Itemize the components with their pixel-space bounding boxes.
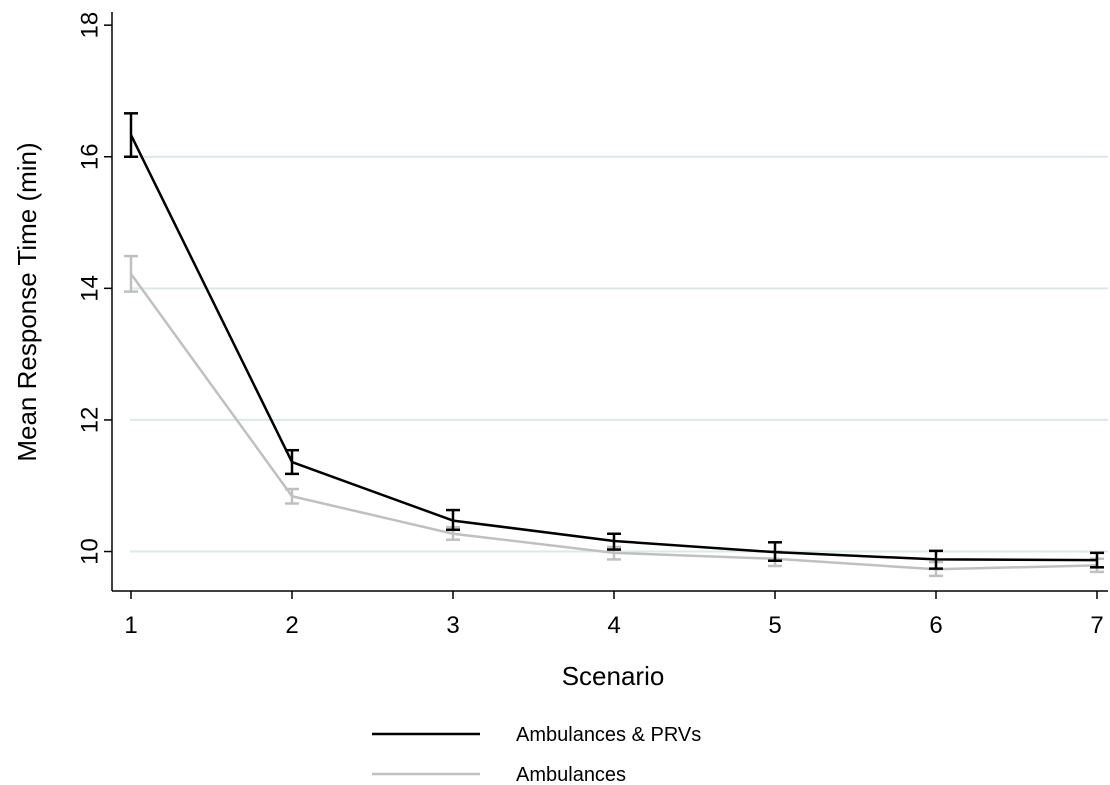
error-bar	[768, 541, 782, 562]
x-tick-label: 4	[607, 612, 620, 639]
error-bar	[929, 549, 943, 570]
y-tick-label: 18	[77, 12, 104, 39]
y-tick-label: 10	[77, 538, 104, 565]
x-tick-label: 6	[929, 612, 942, 639]
series-line	[129, 134, 1098, 562]
grid-lines	[130, 155, 1108, 553]
x-axis-ticks: 1 2 3 4 5 6 7	[124, 591, 1104, 639]
series-0	[124, 112, 1104, 570]
series-line	[129, 273, 1098, 571]
x-tick-label: 5	[768, 612, 781, 639]
legend: Ambulances & PRVs Ambulances	[372, 724, 701, 785]
series-1	[124, 254, 1104, 578]
y-axis-title: Mean Response Time (min)	[12, 142, 42, 461]
y-tick-label: 14	[77, 275, 104, 302]
error-bar	[607, 532, 621, 551]
legend-label: Ambulances & PRVs	[516, 724, 701, 746]
x-tick-label: 1	[124, 612, 137, 639]
x-tick-label: 2	[285, 612, 298, 639]
x-tick-label: 7	[1090, 612, 1103, 639]
y-axis-ticks: 10 12 14 16 18	[77, 12, 112, 565]
x-tick-label: 3	[446, 612, 459, 639]
legend-label: Ambulances	[516, 764, 626, 785]
y-tick-label: 12	[77, 407, 104, 434]
legend-item: Ambulances & PRVs	[372, 724, 701, 746]
legend-item: Ambulances	[372, 764, 626, 785]
series-layer	[124, 112, 1104, 578]
error-bar	[446, 508, 460, 532]
y-tick-label: 16	[77, 143, 104, 170]
x-axis-title: Scenario	[562, 661, 665, 691]
